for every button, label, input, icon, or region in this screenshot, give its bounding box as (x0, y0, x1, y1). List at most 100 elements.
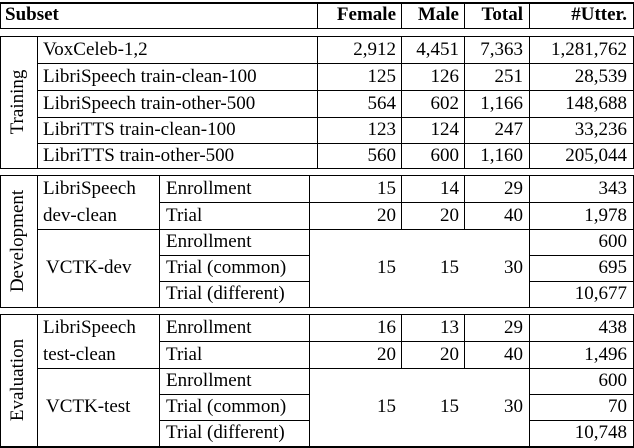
training-row-utter: 148,688 (565, 93, 627, 114)
rule (159, 420, 309, 421)
rule (37, 117, 634, 118)
header-male: Male (417, 4, 459, 25)
rule (317, 36, 318, 169)
eval-vctk-trial-different-utter: 10,748 (574, 422, 627, 443)
rule (529, 175, 530, 308)
dev-librispeech-enrollment-female: 15 (377, 178, 396, 199)
eval-librispeech-trial-utter: 1,496 (584, 344, 627, 365)
eval-vctk-male: 15 (440, 396, 459, 417)
training-row-male: 126 (430, 66, 460, 87)
rule (159, 314, 160, 447)
dev-vctk-total: 30 (504, 257, 523, 278)
rule (159, 202, 634, 203)
training-row-name: LibriTTS train-clean-100 (43, 119, 236, 140)
rule (529, 394, 634, 395)
header-subset: Subset (5, 4, 59, 25)
dev-vctk-male: 15 (440, 257, 459, 278)
rule-development-top (0, 175, 634, 176)
dev-librispeech-trial-total: 40 (504, 205, 523, 226)
training-row-name: LibriSpeech train-other-500 (43, 93, 256, 114)
dev-librispeech-name-line2: dev-clean (43, 205, 117, 226)
training-row-male: 602 (430, 93, 460, 114)
rule (159, 341, 634, 342)
rule (529, 420, 634, 421)
training-row-female: 560 (367, 145, 397, 166)
rule (464, 175, 465, 230)
training-row-male: 600 (430, 145, 460, 166)
dev-librispeech-enrollment-utter: 343 (598, 178, 628, 199)
eval-vctk-enrollment-label: Enrollment (166, 370, 252, 391)
eval-librispeech-trial-male: 20 (440, 344, 459, 365)
eval-vctk-trial-common-label: Trial (common) (166, 396, 287, 417)
eval-vctk-name: VCTK-test (46, 396, 131, 417)
rule (159, 175, 160, 308)
training-row-male: 124 (430, 119, 460, 140)
training-row-total: 251 (494, 66, 524, 87)
training-row-total: 1,166 (480, 93, 523, 114)
dev-vctk-trial-common-utter: 695 (598, 257, 628, 278)
evaluation-group-label: Evaluation (7, 338, 28, 422)
dev-librispeech-trial-utter: 1,978 (584, 205, 627, 226)
rule (0, 314, 1, 447)
training-row-utter: 28,539 (574, 66, 627, 87)
training-row-female: 564 (367, 93, 397, 114)
development-group-label: Development (7, 189, 28, 293)
rule (529, 281, 634, 282)
eval-librispeech-name-line2: test-clean (43, 344, 116, 365)
eval-vctk-enrollment-utter: 600 (598, 370, 628, 391)
eval-vctk-female: 15 (377, 396, 396, 417)
rule (37, 63, 634, 64)
rule (159, 281, 309, 282)
rule (37, 368, 634, 369)
rule (464, 314, 465, 369)
rule (159, 394, 309, 395)
rule (529, 2, 530, 29)
header-female: Female (336, 4, 396, 25)
training-row-utter: 33,236 (574, 119, 627, 140)
training-row-name: LibriSpeech train-clean-100 (43, 66, 257, 87)
dev-librispeech-trial-female: 20 (377, 205, 396, 226)
dev-librispeech-enrollment-male: 14 (440, 178, 459, 199)
eval-librispeech-enrollment-female: 16 (377, 317, 396, 338)
rule (529, 255, 634, 256)
header-utter: #Utter. (571, 4, 627, 25)
dev-librispeech-enrollment-label: Enrollment (166, 178, 252, 199)
rule-development-bottom (0, 307, 634, 308)
rule (401, 314, 402, 369)
eval-librispeech-enrollment-total: 29 (504, 317, 523, 338)
training-row-utter: 205,044 (565, 145, 627, 166)
eval-vctk-total: 30 (504, 396, 523, 417)
eval-librispeech-trial-female: 20 (377, 344, 396, 365)
dev-librispeech-enrollment-total: 29 (504, 178, 523, 199)
rule (529, 36, 530, 169)
training-group-label: Training (7, 69, 28, 135)
eval-vctk-trial-different-label: Trial (different) (166, 422, 285, 443)
dev-vctk-trial-different-utter: 10,677 (574, 283, 627, 304)
dev-vctk-enrollment-label: Enrollment (166, 231, 252, 252)
rule (0, 2, 1, 29)
rule (401, 175, 402, 230)
rule (37, 143, 634, 144)
rule (37, 314, 38, 447)
rule (159, 255, 309, 256)
dev-librispeech-name-line1: LibriSpeech (43, 178, 136, 199)
dev-vctk-female: 15 (377, 257, 396, 278)
training-row-name: LibriTTS train-other-500 (43, 145, 235, 166)
training-row-female: 125 (367, 66, 397, 87)
eval-librispeech-enrollment-male: 13 (440, 317, 459, 338)
eval-librispeech-enrollment-utter: 438 (598, 317, 628, 338)
rule (0, 175, 1, 308)
header-total: Total (481, 4, 523, 25)
rule (464, 36, 465, 169)
rule (37, 175, 38, 308)
training-row-total: 1,160 (480, 145, 523, 166)
rule-bottom (0, 446, 634, 448)
eval-librispeech-enrollment-label: Enrollment (166, 317, 252, 338)
rule (401, 2, 402, 29)
rule (37, 229, 634, 230)
eval-librispeech-name-line1: LibriSpeech (43, 317, 136, 338)
training-row-name: VoxCeleb-1,2 (43, 39, 148, 60)
rule (37, 90, 634, 91)
eval-librispeech-trial-label: Trial (166, 344, 203, 365)
